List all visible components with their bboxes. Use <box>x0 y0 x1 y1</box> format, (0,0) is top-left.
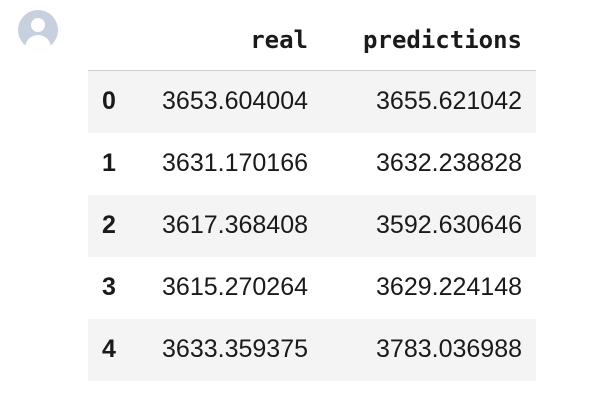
index-header <box>88 10 138 71</box>
cell-real: 3633.359375 <box>162 335 308 363</box>
cell-predictions: 3632.238828 <box>376 149 522 177</box>
column-header-predictions: predictions <box>322 10 536 71</box>
dataframe-table: real predictions 0 3653.604004 3655.6210… <box>88 10 536 381</box>
row-index: 3 <box>102 273 116 301</box>
table-row: 0 3653.604004 3655.621042 <box>88 70 536 133</box>
table-row: 2 3617.368408 3592.630646 <box>88 194 536 257</box>
cell-real: 3653.604004 <box>162 87 308 116</box>
cell-predictions: 3783.036988 <box>376 335 522 363</box>
cell-predictions: 3655.621042 <box>376 87 522 116</box>
header-row: real predictions <box>88 10 536 71</box>
cell-real: 3617.368408 <box>162 211 308 239</box>
table-row: 1 3631.170166 3632.238828 <box>88 132 536 195</box>
row-index: 1 <box>102 149 116 177</box>
table-row: 4 3633.359375 3783.036988 <box>88 318 536 381</box>
column-header-real: real <box>138 10 322 71</box>
row-index: 4 <box>102 335 116 363</box>
row-index: 0 <box>102 87 116 116</box>
avatar-body <box>25 35 51 50</box>
cell-real: 3615.270264 <box>162 273 308 301</box>
user-avatar-icon <box>18 10 58 50</box>
cell-predictions: 3592.630646 <box>376 211 522 239</box>
row-index: 2 <box>102 211 116 239</box>
table-row: 3 3615.270264 3629.224148 <box>88 256 536 319</box>
avatar-head <box>31 18 45 32</box>
cell-predictions: 3629.224148 <box>376 273 522 301</box>
cell-real: 3631.170166 <box>162 149 308 177</box>
